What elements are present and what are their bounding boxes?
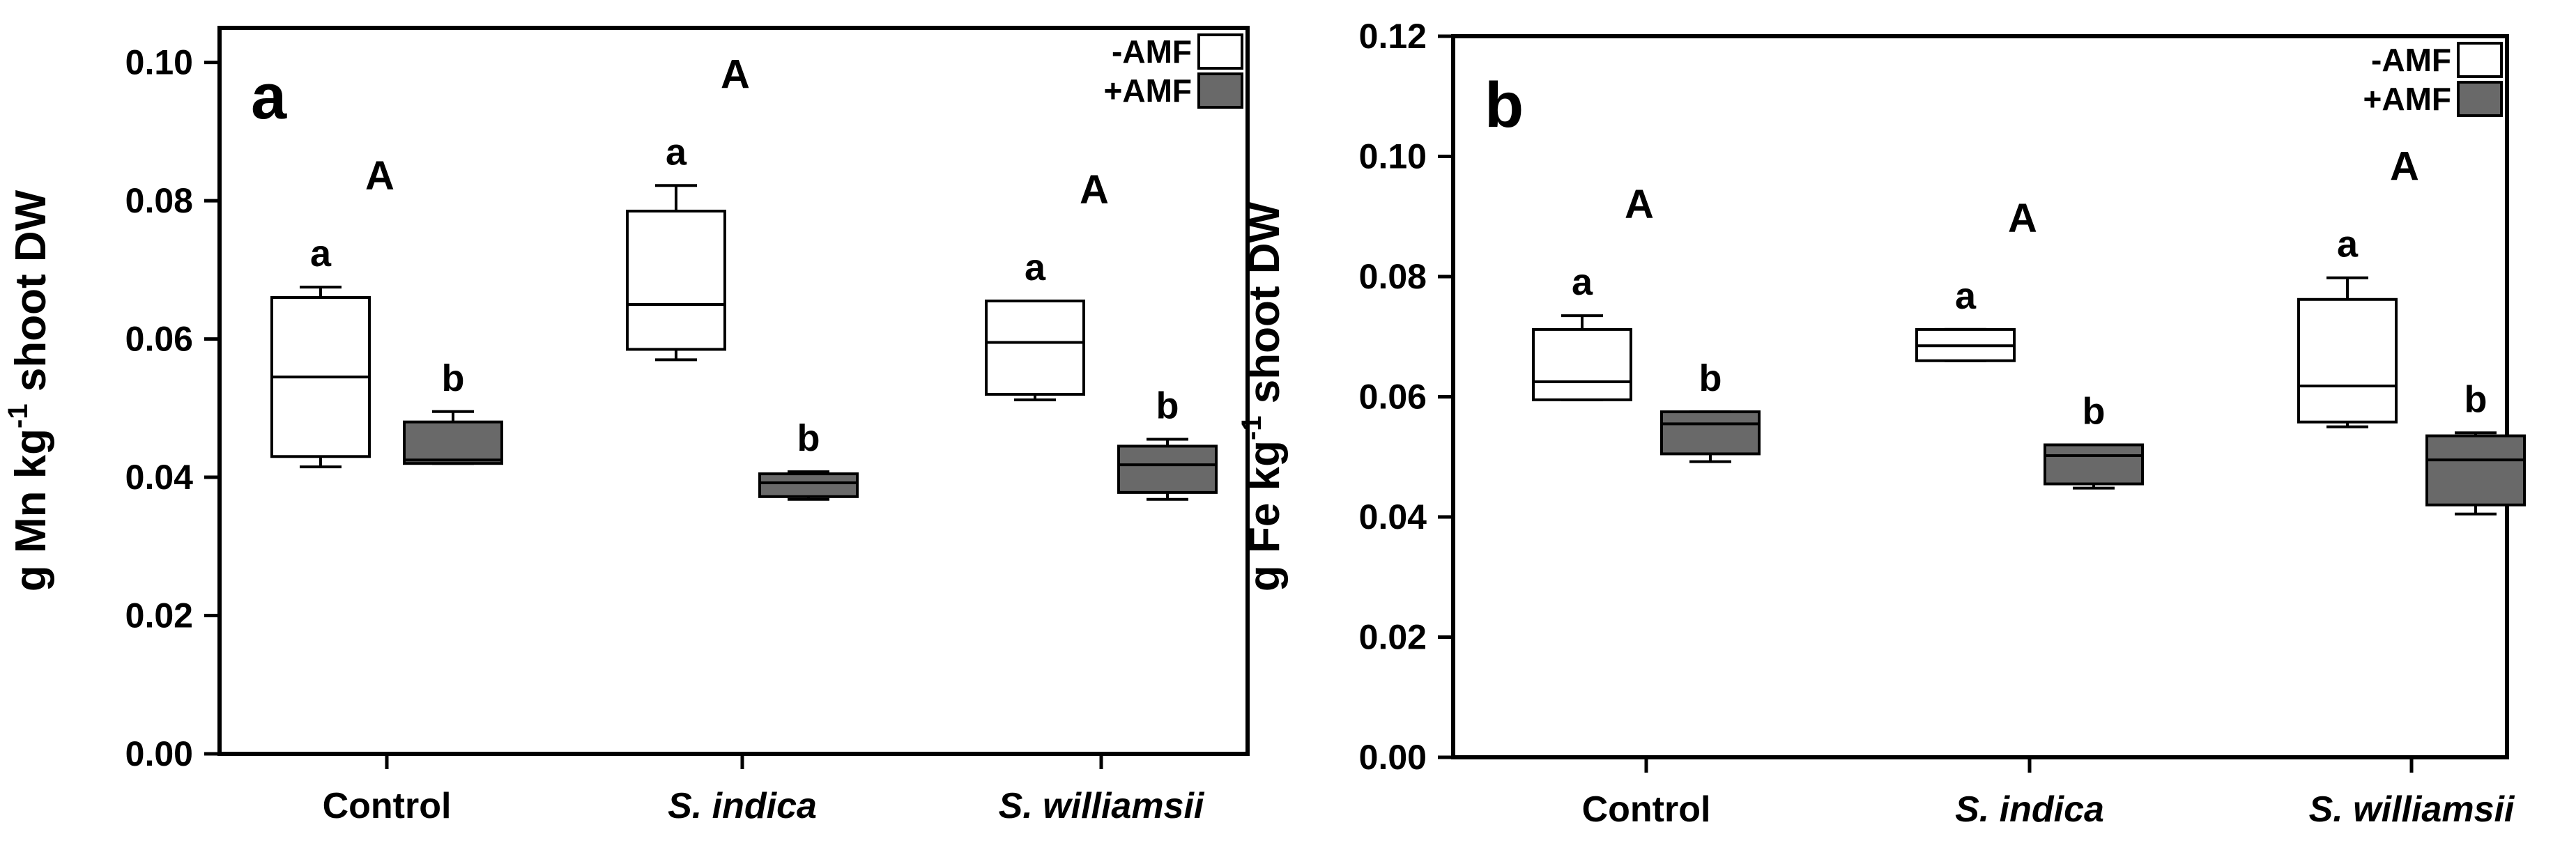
y-tick-label: 0.06 (1359, 378, 1427, 417)
legend-label: +AMF (2363, 81, 2452, 117)
legend-label: +AMF (1104, 72, 1193, 109)
x-category-label: S. indica (1955, 789, 2104, 830)
box-plus-amf: b (1117, 385, 1218, 501)
box-body (2425, 434, 2526, 506)
significance-letter: b (1156, 385, 1179, 426)
box-body (2044, 443, 2144, 486)
x-category-label: Control (1582, 789, 1711, 830)
y-axis-label-superscript: -1 (3, 403, 33, 428)
significance-letter: a (666, 131, 687, 173)
significance-letter: b (442, 357, 465, 399)
group-letter: A (1080, 167, 1109, 212)
box-body (2297, 297, 2398, 424)
y-tick-label: 0.08 (125, 181, 193, 220)
chart-panel-b: 0.00 0.02 0.04 0.06 0.08 0.10 0.12 Control S. in… (1236, 17, 2526, 830)
significance-letter: b (2464, 378, 2487, 420)
box-body (1117, 444, 1218, 494)
box-body (403, 420, 503, 465)
box-body (626, 209, 726, 351)
group-letter: A (365, 153, 394, 199)
significance-letter: a (1025, 247, 1046, 288)
group-letter: A (721, 52, 750, 97)
plot-frame (217, 26, 1250, 756)
box-body (1660, 410, 1761, 456)
legend-swatch (1197, 33, 1243, 70)
y-axis-label-tail: shoot DW (7, 190, 55, 403)
box-plus-amf: b (403, 357, 503, 465)
box-minus-amf: a (270, 233, 371, 469)
y-tick-label: 0.00 (125, 734, 193, 773)
group-letter: A (2390, 144, 2419, 190)
chart-panel-a: 0.00 0.02 0.04 0.06 0.08 0.10 Control S. indica… (3, 26, 1250, 826)
legend-swatch (1197, 72, 1243, 109)
x-category-label: S. indica (668, 786, 817, 826)
significance-letter: a (1955, 275, 1977, 317)
legend-label: -AMF (2371, 42, 2451, 78)
significance-letter: a (310, 233, 332, 274)
x-category-label: S. williamsii (999, 786, 1205, 826)
y-tick-label: 0.02 (125, 596, 193, 635)
y-axis-label-superscript: -1 (1236, 415, 1267, 440)
box-body (1532, 327, 1632, 401)
y-tick-label: 0.04 (1359, 497, 1427, 536)
box-minus-amf: a (2297, 224, 2398, 428)
y-tick-label: 0.12 (1359, 17, 1427, 56)
box-minus-amf: a (1915, 275, 2016, 362)
box-plus-amf: b (758, 417, 859, 501)
y-tick-label: 0.10 (125, 43, 193, 82)
legend-swatch (2457, 42, 2503, 78)
y-tick-label: 0.10 (1359, 137, 1427, 176)
panel-label: a (251, 61, 287, 132)
panel-label: b (1485, 70, 1524, 141)
y-tick-label: 0.02 (1359, 618, 1427, 657)
box-plus-amf: b (2425, 378, 2526, 516)
box-body (758, 472, 859, 498)
box-plus-amf: b (1660, 357, 1761, 463)
box-minus-amf: a (985, 247, 1085, 401)
box-body (985, 299, 1085, 396)
y-tick-label: 0.08 (1359, 257, 1427, 296)
box-minus-amf: a (626, 131, 726, 362)
y-tick-label: 0.06 (125, 320, 193, 359)
significance-letter: b (2083, 391, 2106, 433)
legend-label: -AMF (1112, 33, 1192, 70)
y-tick-label: 0.04 (125, 458, 194, 497)
significance-letter: b (1699, 357, 1722, 399)
significance-letter: a (2337, 224, 2359, 265)
y-axis-label-main: g Mn kg (7, 428, 55, 591)
significance-letter: b (797, 417, 820, 459)
y-axis-label-main: g Fe kg (1241, 440, 1289, 591)
y-axis-label: g Mn kg-1 shoot DW (3, 190, 55, 591)
box-minus-amf: a (1532, 261, 1632, 401)
y-tick-label: 0.00 (1359, 738, 1427, 777)
legend-swatch (2457, 81, 2503, 117)
box-plus-amf: b (2044, 391, 2144, 490)
group-letter: A (2008, 196, 2037, 241)
x-category-label: Control (323, 786, 452, 826)
x-category-label: S. williamsii (2309, 789, 2515, 830)
y-axis-label-tail: shoot DW (1241, 201, 1289, 415)
group-letter: A (1625, 182, 1654, 227)
y-axis-label: g Fe kg-1 shoot DW (1236, 201, 1289, 591)
significance-letter: a (1572, 261, 1593, 303)
